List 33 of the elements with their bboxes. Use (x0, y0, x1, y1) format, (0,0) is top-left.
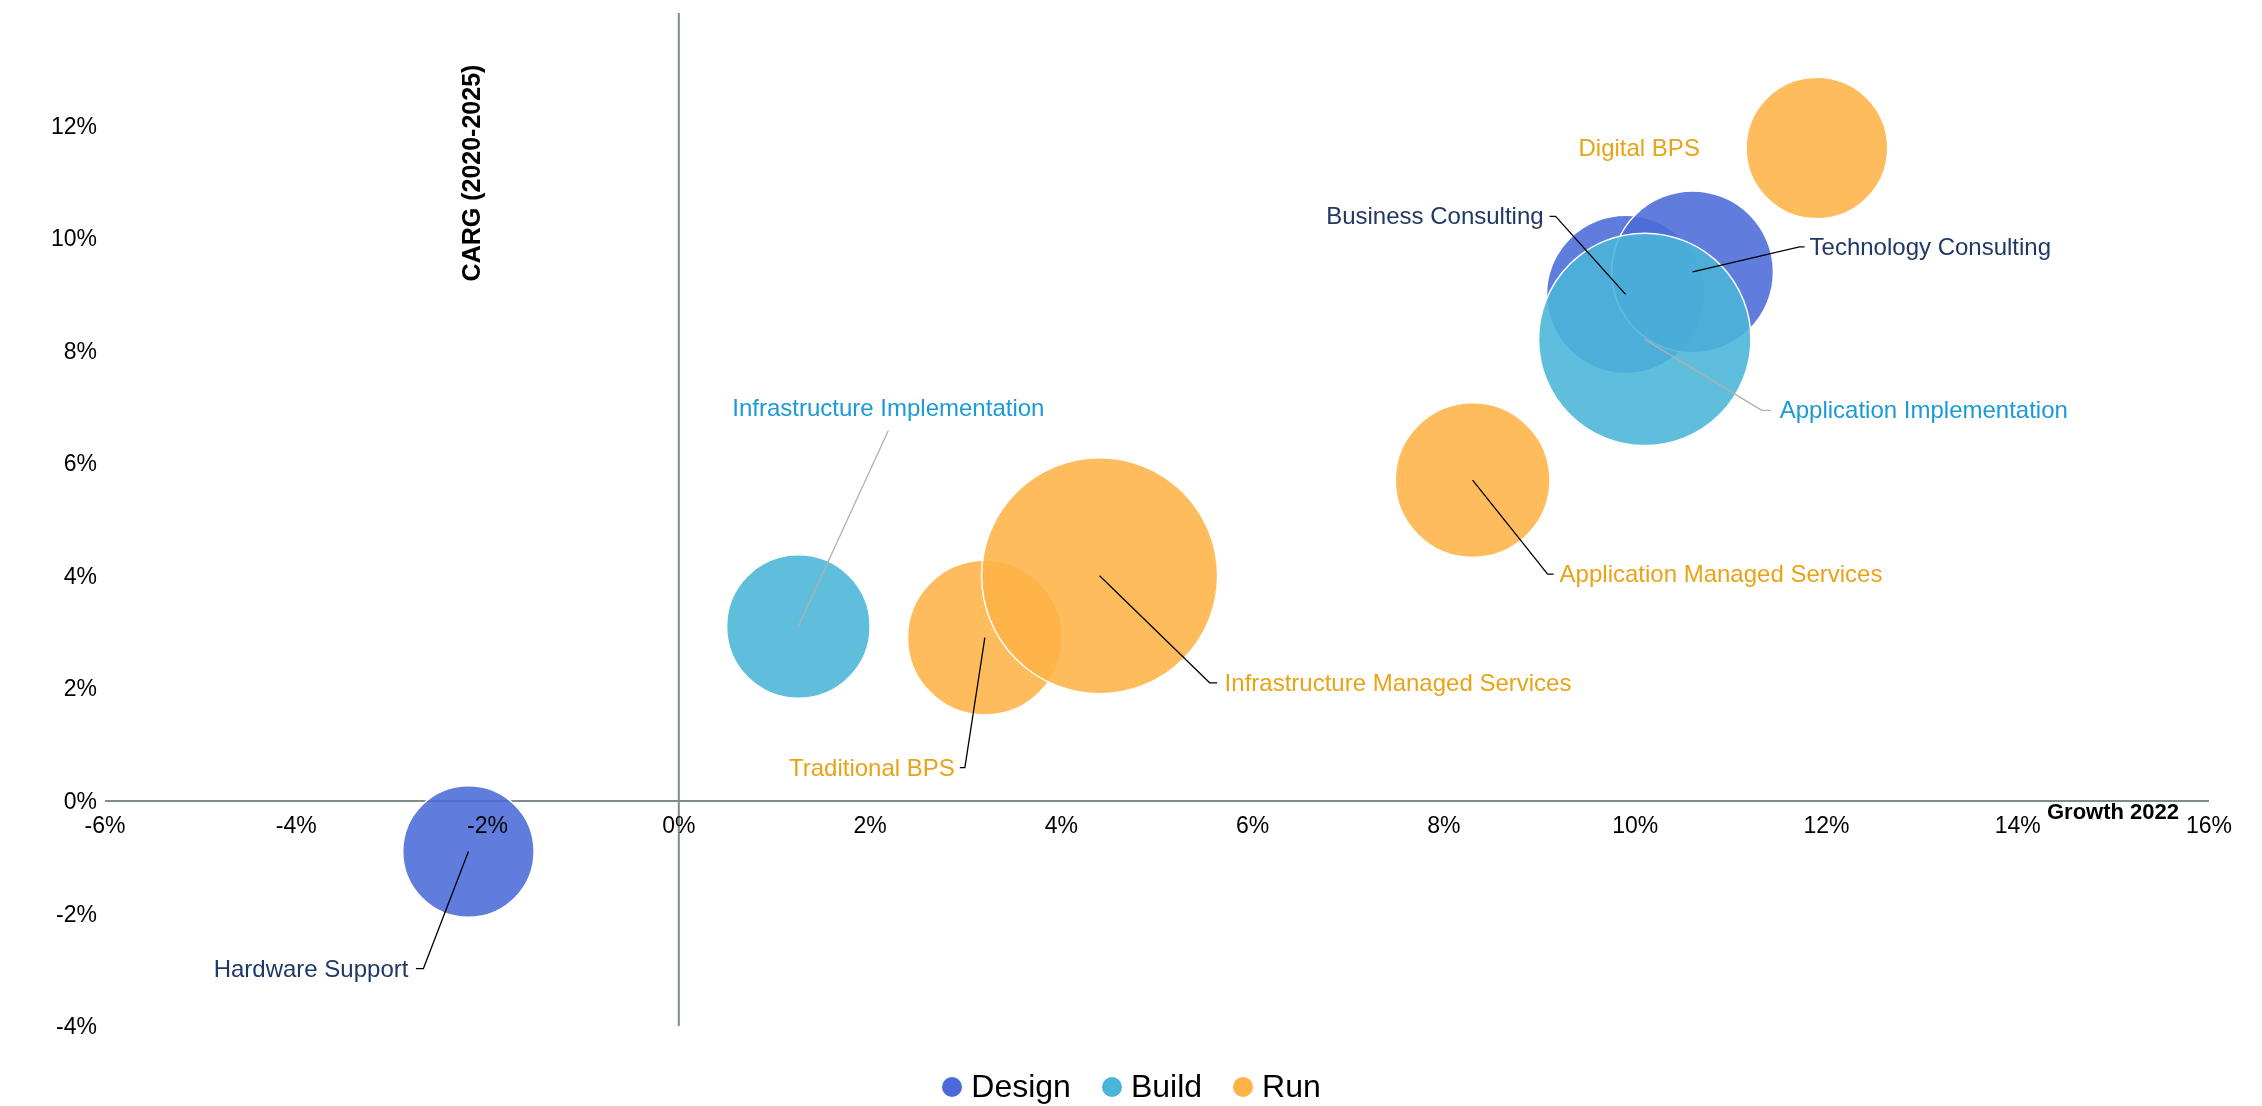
x-tick-label: -2% (467, 811, 508, 838)
y-tick-label: 4% (63, 562, 97, 589)
annotation: Traditional BPS (789, 753, 955, 781)
x-tick-label: 12% (1803, 811, 1850, 838)
legend-label: Run (1262, 1068, 1321, 1105)
y-tick-label: 12% (50, 112, 97, 139)
annotation: Application Managed Services (1559, 560, 1883, 588)
x-tick-label: 14% (1994, 811, 2041, 838)
annotation: Digital BPS (1578, 134, 1700, 162)
annotation: Business Consulting (1326, 202, 1544, 230)
annotation: Application Implementation (1779, 396, 2068, 424)
y-tick-label: -2% (56, 900, 97, 927)
x-tick-label: -4% (275, 811, 317, 838)
x-tick-label: 16% (2185, 811, 2233, 838)
x-tick-label: 4% (1044, 811, 1078, 838)
y-tick-label: 10% (50, 225, 97, 252)
x-axis-title: Growth 2022 (2046, 798, 2179, 824)
legend-label: Build (1130, 1068, 1203, 1105)
legend-label: Design (971, 1068, 1071, 1105)
x-tick-label: 10% (1612, 811, 1659, 838)
y-tick-label: -4% (56, 1013, 97, 1040)
x-tick-label: 8% (1427, 811, 1461, 838)
y-tick-label: 8% (63, 337, 97, 364)
y-tick-label: 2% (63, 675, 97, 702)
x-tick-label: 6% (1236, 811, 1270, 838)
annotation: Infrastructure Managed Services (1224, 668, 1572, 696)
x-tick-label: 0% (662, 811, 696, 838)
annotation: Hardware Support (213, 954, 409, 982)
y-tick-label: 6% (63, 450, 97, 477)
x-tick-label: 2% (853, 811, 887, 838)
y-axis-title: CARG (2020-2025) (457, 64, 486, 282)
annotation: Infrastructure Implementation (732, 394, 1045, 422)
annotation: Technology Consulting (1809, 232, 2052, 260)
